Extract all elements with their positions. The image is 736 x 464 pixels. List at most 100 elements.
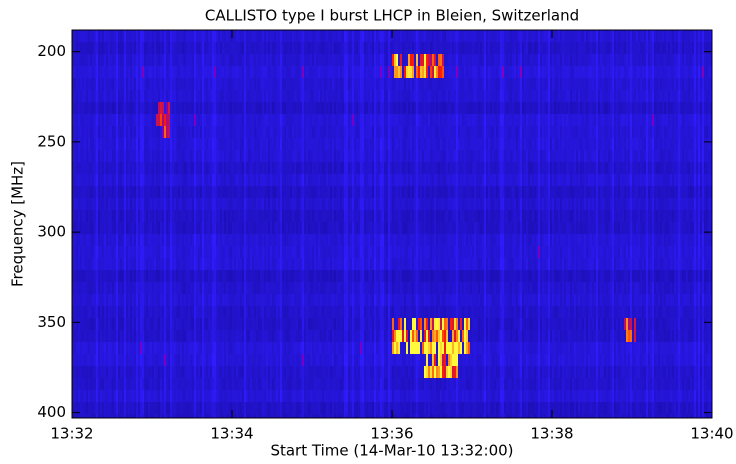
spectrogram-cell (236, 282, 238, 294)
spectrogram-cell (142, 210, 144, 222)
spectrogram-cell (370, 210, 372, 222)
spectrogram-cell (356, 66, 358, 78)
spectrogram-cell (316, 402, 318, 414)
spectrogram-cell (356, 258, 358, 270)
spectrogram-cell (284, 90, 286, 102)
spectrogram-cell (324, 54, 326, 66)
spectrogram-cell (186, 126, 188, 138)
spectrogram-cell (110, 282, 112, 294)
spectrogram-cell (252, 414, 254, 418)
spectrogram-cell (190, 354, 192, 366)
spectrogram-cell (234, 210, 236, 222)
spectrogram-cell (96, 150, 98, 162)
spectrogram-cell (238, 222, 240, 234)
spectrogram-cell (278, 390, 280, 402)
spectrogram-cell (188, 222, 190, 234)
spectrogram-cell (344, 66, 346, 78)
spectrogram-cell (282, 114, 284, 126)
spectrogram-cell (364, 138, 366, 150)
spectrogram-cell (148, 90, 150, 102)
spectrogram-cell (358, 270, 360, 282)
spectrogram-cell (172, 162, 174, 174)
spectrogram-cell (302, 30, 304, 42)
spectrogram-cell (200, 222, 202, 234)
spectrogram-cell (158, 378, 160, 390)
spectrogram-cell (236, 366, 238, 378)
spectrogram-cell (168, 366, 170, 378)
spectrogram-cell (166, 138, 168, 150)
spectrogram-cell (76, 78, 78, 90)
spectrogram-cell (110, 246, 112, 258)
spectrogram-cell (180, 282, 182, 294)
spectrogram-cell (244, 318, 246, 330)
spectrogram-cell (260, 246, 262, 258)
spectrogram-cell (252, 258, 254, 270)
spectrogram-cell (196, 138, 198, 150)
spectrogram-cell (284, 294, 286, 306)
spectrogram-cell (74, 246, 76, 258)
spectrogram-cell (332, 114, 334, 126)
spectrogram-cell (76, 30, 78, 42)
spectrogram-cell (306, 390, 308, 402)
spectrogram-cell (124, 162, 126, 174)
spectrogram-cell (158, 30, 160, 42)
spectrogram-cell (254, 294, 256, 306)
spectrogram-cell (170, 138, 172, 150)
spectrogram-cell (222, 198, 224, 210)
spectrogram-cell (264, 126, 266, 138)
spectrogram-cell (186, 162, 188, 174)
spectrogram-cell (194, 402, 196, 414)
spectrogram-cell (106, 282, 108, 294)
spectrogram-cell (88, 390, 90, 402)
spectrogram-cell (184, 66, 186, 78)
spectrogram-cell (288, 306, 290, 318)
spectrogram-cell (154, 270, 156, 282)
spectrogram-cell (122, 354, 124, 366)
spectrogram-cell (238, 114, 240, 126)
spectrogram-cell (312, 342, 314, 354)
spectrogram-cell (336, 258, 338, 270)
spectrogram-cell (262, 114, 264, 126)
spectrogram-cell (94, 150, 96, 162)
spectrogram-cell (208, 258, 210, 270)
spectrogram-cell (246, 42, 248, 54)
spectrogram-cell (130, 354, 132, 366)
spectrogram-cell (370, 366, 372, 378)
spectrogram-cell (202, 90, 204, 102)
spectrogram-cell (280, 390, 282, 402)
spectrogram-cell (262, 402, 264, 414)
spectrogram-cell (328, 78, 330, 90)
spectrogram-cell (256, 366, 258, 378)
spectrogram-cell (170, 414, 172, 418)
spectrogram-cell (134, 354, 136, 366)
spectrogram-cell (360, 258, 362, 270)
spectrogram-cell (100, 270, 102, 282)
spectrogram-cell (354, 102, 356, 114)
spectrogram-cell (278, 138, 280, 150)
spectrogram-cell (230, 354, 232, 366)
spectrogram-cell (300, 402, 302, 414)
spectrogram-cell (168, 294, 170, 306)
spectrogram-cell (92, 210, 94, 222)
spectrogram-cell (106, 90, 108, 102)
spectrogram-cell (166, 330, 168, 342)
spectrogram-cell (328, 294, 330, 306)
spectrogram-cell (130, 402, 132, 414)
spectrogram-cell (296, 186, 298, 198)
spectrogram-cell (214, 270, 216, 282)
spectrogram-cell (82, 42, 84, 54)
spectrogram-cell (354, 90, 356, 102)
spectrogram-cell (336, 342, 338, 354)
spectrogram-cell (322, 294, 324, 306)
spectrogram-cell (78, 30, 80, 42)
spectrogram-cell (124, 54, 126, 66)
spectrogram-cell (206, 402, 208, 414)
spectrogram-cell (168, 30, 170, 42)
spectrogram-cell (354, 210, 356, 222)
spectrogram-cell (260, 138, 262, 150)
spectrogram-cell (280, 54, 282, 66)
spectrogram-cell (338, 42, 340, 54)
spectrogram-cell (136, 306, 138, 318)
spectrogram-cell (212, 390, 214, 402)
spectrogram-cell (308, 234, 310, 246)
